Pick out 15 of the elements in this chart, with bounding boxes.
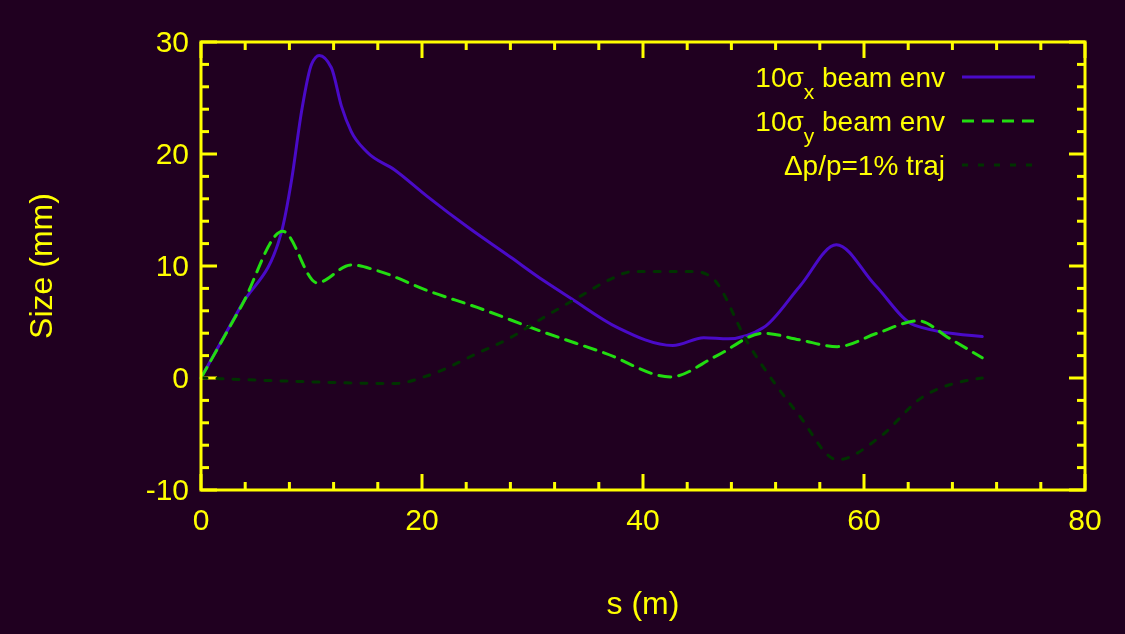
x-tick-label: 0: [192, 503, 210, 536]
y-tick-label: 30: [155, 25, 189, 58]
x-tick-label: 80: [1068, 503, 1102, 536]
x-tick-label: 60: [847, 503, 881, 536]
x-tick-label: 40: [626, 503, 660, 536]
legend-label: 10σ$_{x}$ beam env: [755, 62, 945, 103]
legend-label: 10σ$_{y}$ beam env: [755, 106, 945, 147]
y-tick-label: 0: [172, 361, 189, 394]
y-tick-label: 20: [155, 137, 189, 170]
x-tick-label: 20: [405, 503, 439, 536]
legend-label: Δp/p=1% traj: [783, 150, 945, 181]
y-tick-label: -10: [145, 473, 189, 506]
y-tick-label: 10: [155, 249, 189, 282]
y-axis-title: Size (mm): [23, 193, 59, 339]
x-axis-title: s (m): [606, 585, 680, 621]
